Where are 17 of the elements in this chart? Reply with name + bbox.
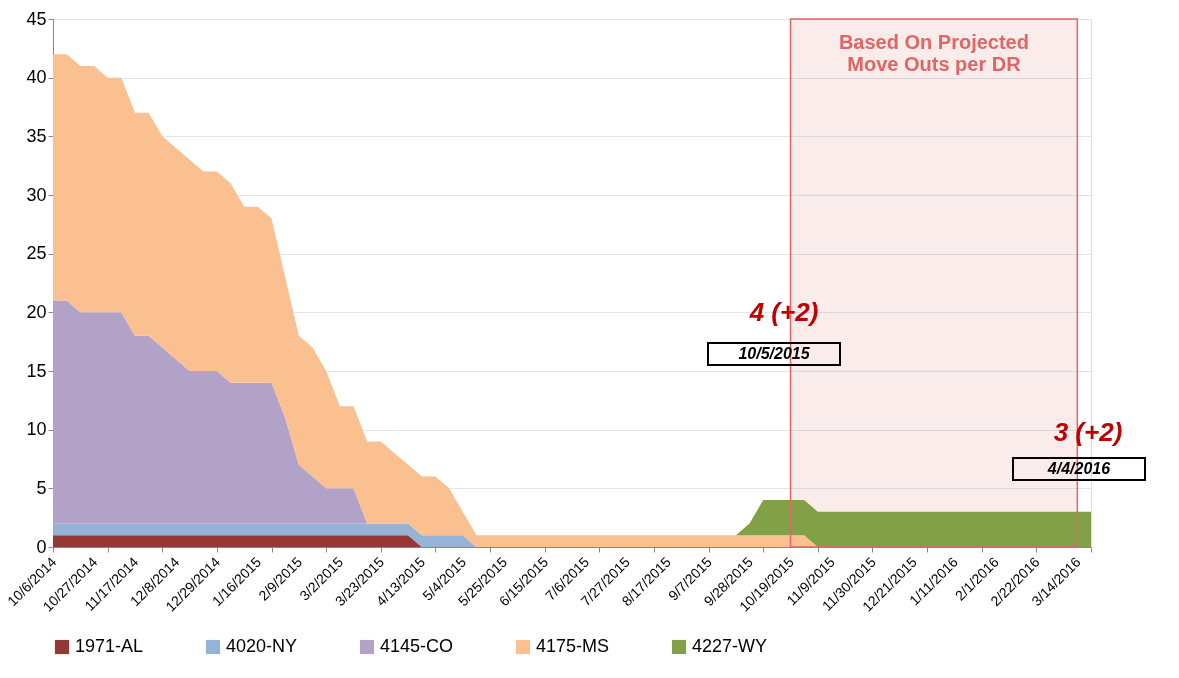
- y-tick-label: 5: [36, 477, 47, 498]
- legend-label: 4227-WY: [692, 636, 768, 656]
- band-label: Based On Projected Move Outs per DR: [838, 31, 1029, 75]
- legend-label: 4020-NY: [226, 636, 298, 656]
- y-tick-label: 45: [26, 8, 47, 29]
- legend-label: 1971-AL: [75, 636, 144, 656]
- y-tick-label: 20: [26, 301, 47, 322]
- y-tick-label: 30: [26, 184, 47, 205]
- y-tick-label: 25: [26, 243, 47, 264]
- legend-label: 4175-MS: [536, 636, 610, 656]
- y-tick-label: 35: [26, 125, 47, 146]
- y-tick-label: 0: [36, 536, 47, 557]
- y-tick-label: 10: [26, 419, 47, 440]
- annotation: 4/4/2016: [1046, 460, 1111, 477]
- y-tick-label: 15: [26, 360, 47, 381]
- legend-label: 4145-CO: [380, 636, 454, 656]
- y-tick-label: 40: [26, 67, 47, 88]
